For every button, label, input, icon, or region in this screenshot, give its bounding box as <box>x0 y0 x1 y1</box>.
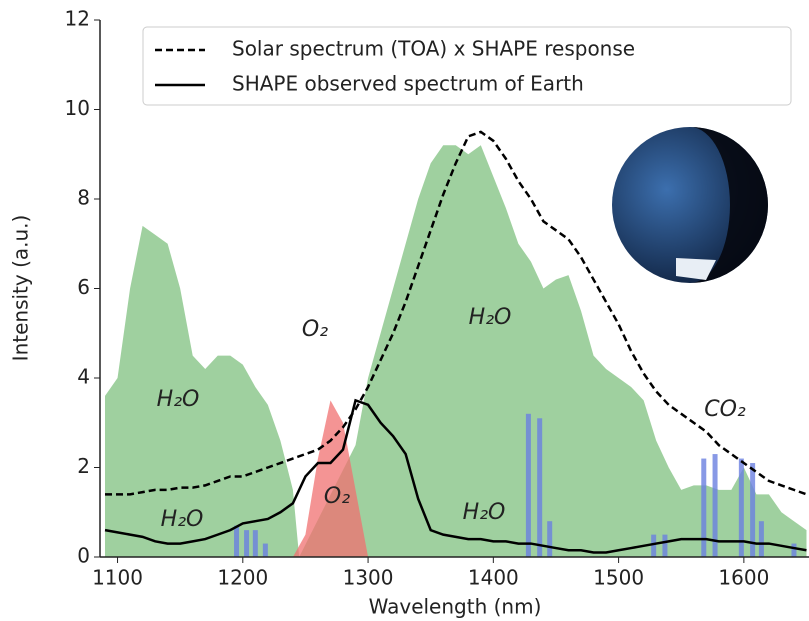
x-tick-label: 1100 <box>92 566 143 590</box>
earth-image <box>612 127 768 283</box>
y-axis-label: Intensity (a.u.) <box>9 215 33 362</box>
co2-bar <box>537 418 543 557</box>
x-tick-label: 1400 <box>468 566 519 590</box>
y-tick-label: 12 <box>65 7 90 31</box>
x-tick-label: 1600 <box>718 566 769 590</box>
x-tick-label: 1500 <box>593 566 644 590</box>
absorption-band <box>105 145 807 557</box>
co2-bar <box>252 530 258 557</box>
annotation: O₂ <box>324 484 350 509</box>
co2-bar <box>262 543 268 557</box>
co2-bar <box>750 463 756 557</box>
co2-bar <box>244 530 250 557</box>
annotation: CO₂ <box>704 397 746 422</box>
annotation: H₂O <box>161 507 204 532</box>
y-tick-label: 0 <box>77 544 90 568</box>
legend-box <box>142 26 792 106</box>
co2-bar <box>712 454 718 557</box>
x-axis-label: Wavelength (nm) <box>369 595 542 619</box>
y-tick-label: 2 <box>77 454 90 478</box>
absorption-band <box>292 400 369 557</box>
y-tick-label: 4 <box>77 365 90 389</box>
co2-bar <box>758 521 764 557</box>
spectrum-line <box>104 398 807 554</box>
plot-area <box>104 130 807 557</box>
annotation: H₂O <box>463 500 506 525</box>
co2-bar <box>525 413 531 557</box>
co2-bar <box>651 534 657 557</box>
legend-label: Solar spectrum (TOA) x SHAPE response <box>232 37 635 61</box>
y-tick-label: 6 <box>77 275 90 299</box>
co2-bar <box>738 458 744 557</box>
y-tick-label: 10 <box>65 96 90 120</box>
co2-bar <box>791 543 797 557</box>
x-tick-label: 1200 <box>217 566 268 590</box>
annotation: O₂ <box>302 317 328 342</box>
x-tick-label: 1300 <box>343 566 394 590</box>
legend-label: SHAPE observed spectrum of Earth <box>232 72 584 96</box>
co2-bar <box>547 521 553 557</box>
annotation: H₂O <box>157 387 200 412</box>
y-tick-label: 8 <box>77 186 90 210</box>
co2-bar <box>701 458 707 557</box>
annotation: H₂O <box>469 305 512 330</box>
co2-bar <box>662 534 668 557</box>
co2-bar <box>234 525 240 557</box>
spectrum-line <box>105 130 807 496</box>
